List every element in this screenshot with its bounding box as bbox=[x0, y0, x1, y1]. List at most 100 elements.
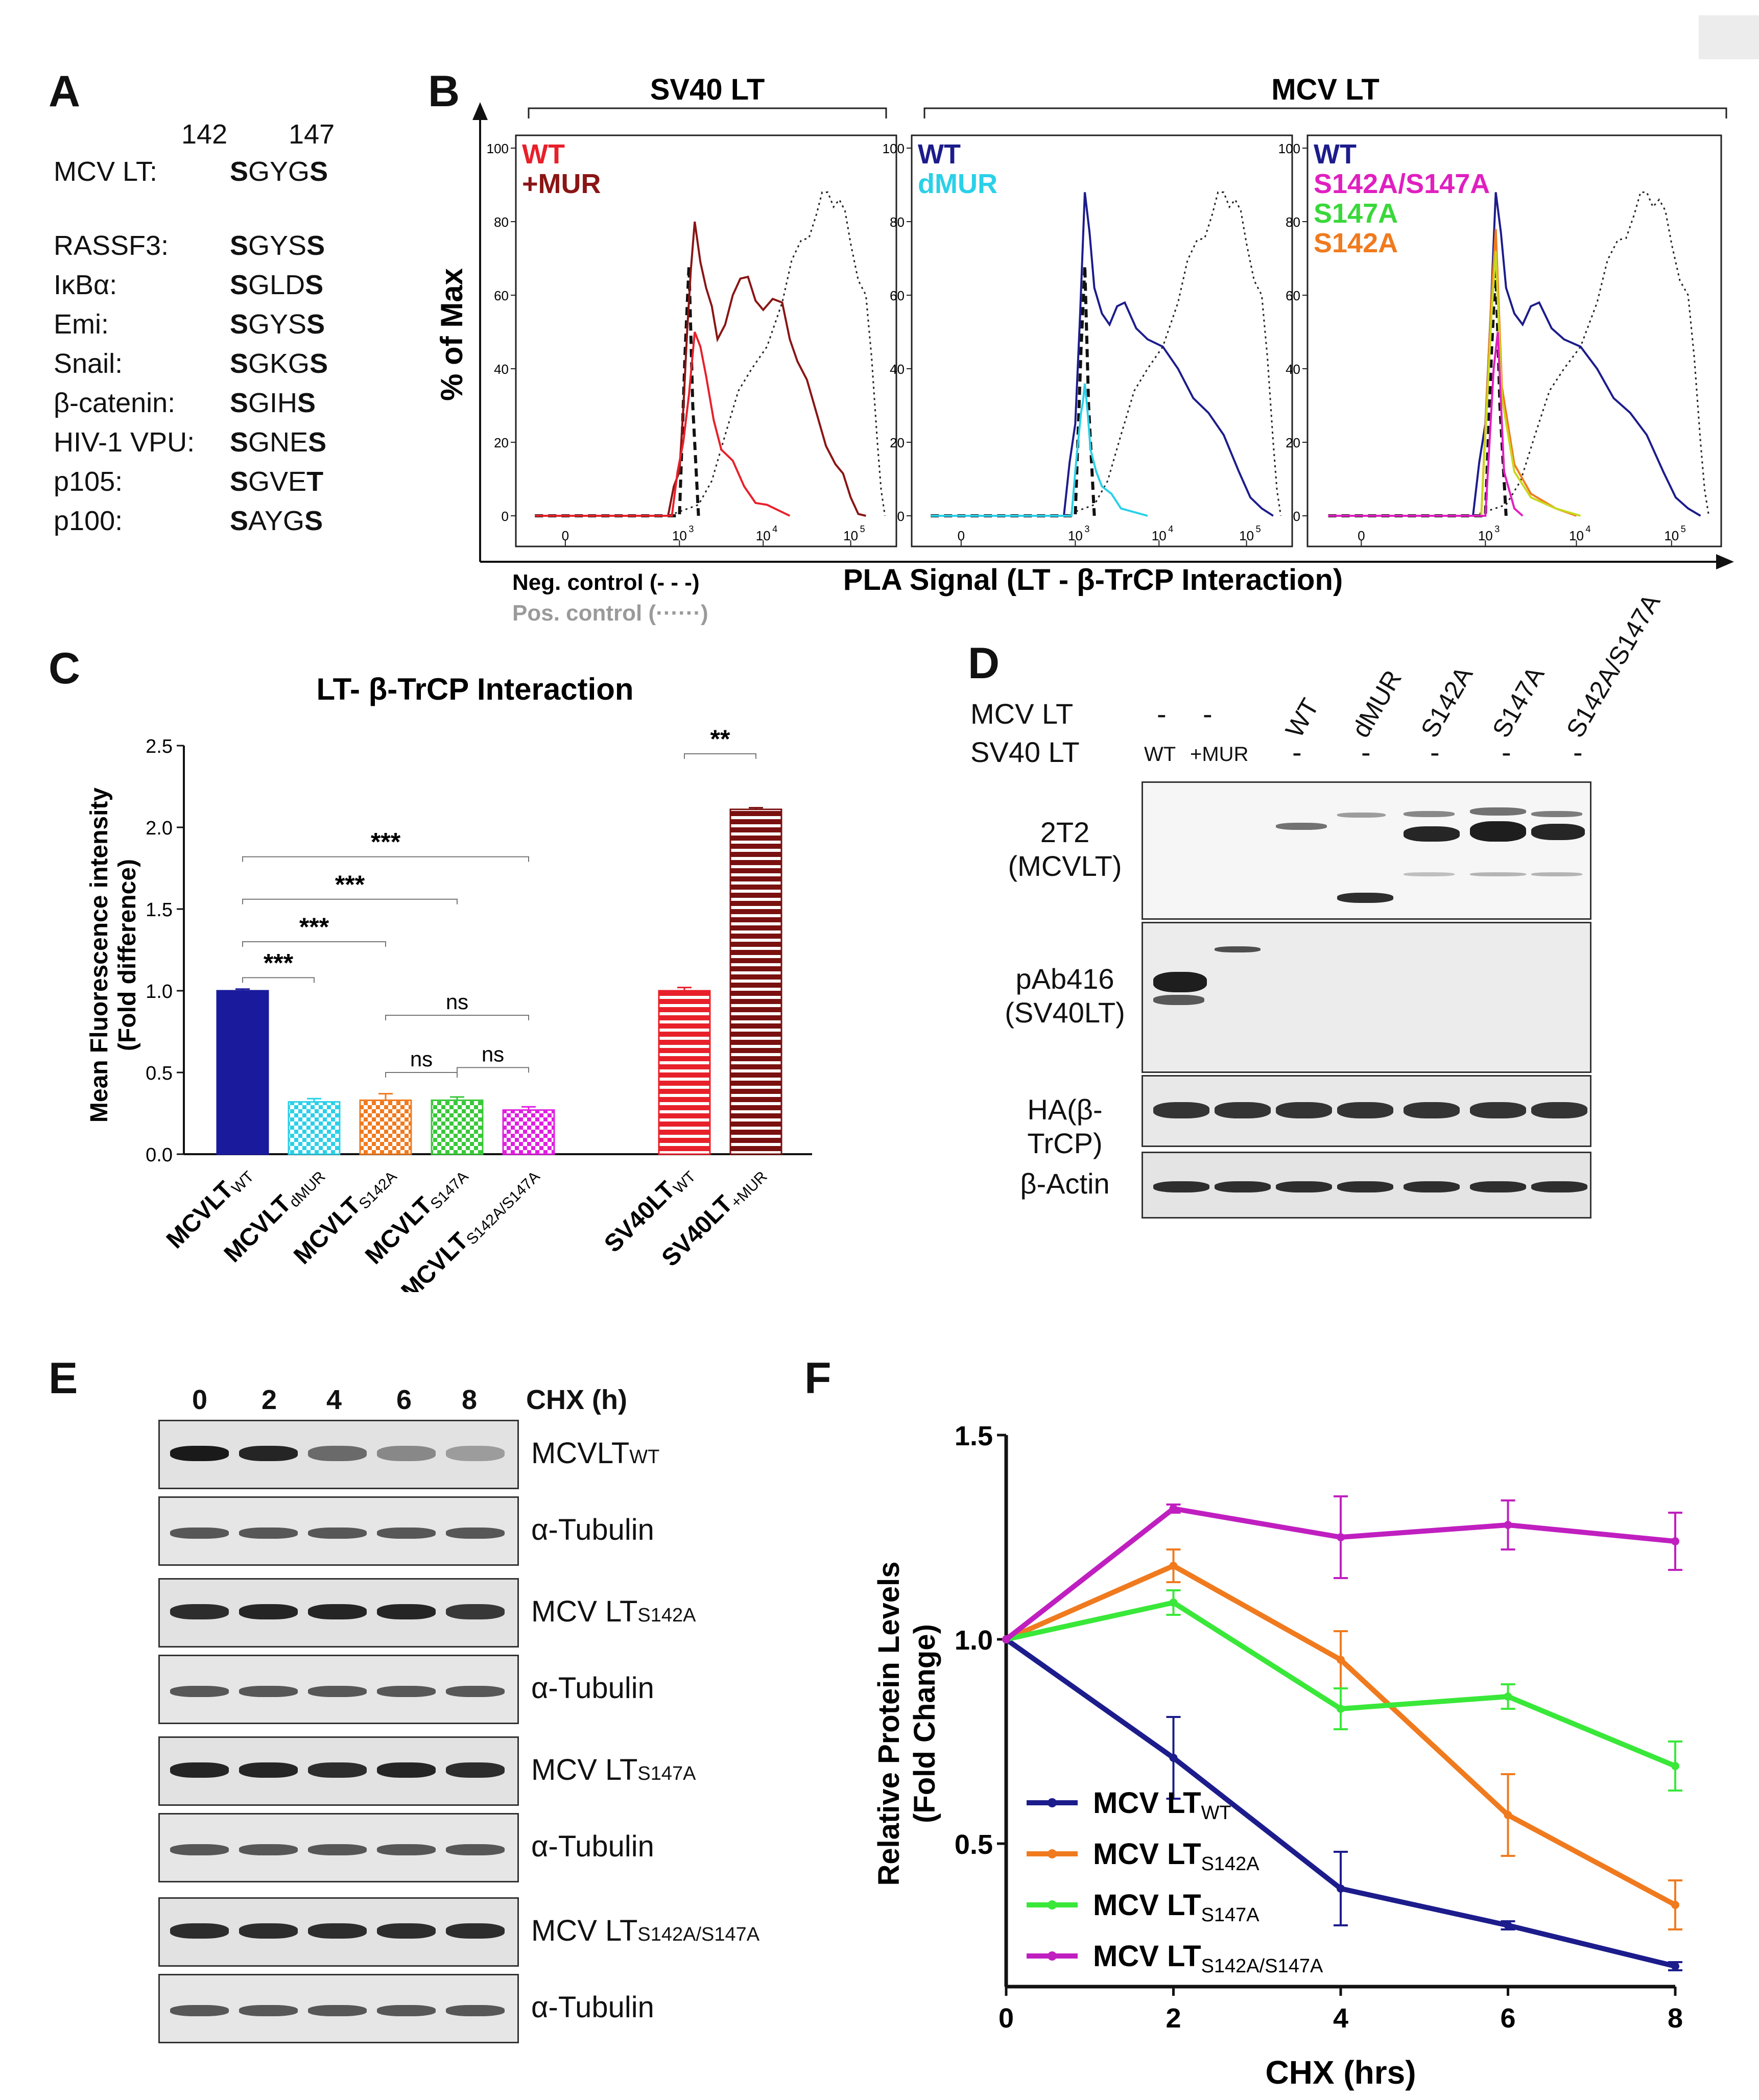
blot-band bbox=[1404, 811, 1455, 817]
blot-band bbox=[170, 1686, 229, 1697]
c-ylabel-1: Mean Fluorescence intensity bbox=[86, 787, 113, 1123]
blot-band bbox=[446, 1528, 505, 1539]
bar bbox=[431, 1099, 484, 1155]
x-tick-exponent: 3 bbox=[1494, 524, 1500, 534]
blot-band bbox=[1531, 824, 1585, 840]
bar-category-label: SV40LT+MUR bbox=[657, 1159, 771, 1273]
positive-control-curve bbox=[535, 191, 886, 517]
panel-b-letter: B bbox=[428, 67, 460, 116]
motif-row: Snail: SGKGS bbox=[54, 348, 328, 379]
blot-band bbox=[239, 1446, 298, 1461]
x-tick-label: 10 bbox=[756, 528, 771, 543]
series-point bbox=[1337, 1533, 1345, 1541]
motif-row: β-catenin: SGIHS bbox=[54, 387, 316, 419]
histogram-legend-label: S147A bbox=[1314, 198, 1398, 229]
blot-band bbox=[377, 1604, 436, 1619]
protein-subscript: S142A/S147A bbox=[637, 1924, 760, 1945]
x-tick-label: 10 bbox=[1569, 528, 1584, 543]
motif-middle: GYG bbox=[248, 156, 310, 187]
corner-placeholder bbox=[1699, 15, 1759, 59]
category-subscript: S142A bbox=[356, 1168, 400, 1212]
blot-membrane bbox=[158, 1974, 519, 2043]
blot-membrane bbox=[158, 1736, 519, 1806]
mcv-lane-label: S147A bbox=[1486, 661, 1550, 743]
motif-sequence: SGVET bbox=[230, 466, 323, 497]
significance-label: *** bbox=[335, 870, 365, 899]
blot-label: 2T2 (MCVLT) bbox=[991, 816, 1139, 883]
blot-membrane bbox=[158, 1578, 519, 1648]
motif-middle: GYS bbox=[248, 309, 307, 340]
sv40-lane-label: - bbox=[1292, 736, 1302, 768]
blot-protein-label: MCVLTWT bbox=[531, 1436, 659, 1470]
blot-band bbox=[1337, 893, 1393, 903]
y-tick-label: 60 bbox=[1286, 288, 1300, 303]
motif-protein-name: RASSF3: bbox=[54, 230, 169, 261]
blot-band bbox=[1470, 1181, 1526, 1192]
blot-label-line2: (MCVLT) bbox=[1008, 849, 1122, 882]
series-point bbox=[1504, 1521, 1512, 1529]
position-142: 142 bbox=[181, 119, 228, 150]
x-tick-exponent: 5 bbox=[1681, 524, 1686, 534]
motif-sequence: SGKGS bbox=[230, 348, 328, 379]
significance-label: *** bbox=[371, 828, 401, 856]
f-xlabel: CHX (hrs) bbox=[1265, 2054, 1416, 2091]
blot-protein-label: MCV LTS142A/S147A bbox=[531, 1914, 759, 1948]
series-point bbox=[1671, 1537, 1679, 1545]
significance-bracket bbox=[242, 856, 529, 862]
x-tick-label: 0 bbox=[958, 528, 965, 543]
panel-e-letter: E bbox=[49, 1354, 78, 1403]
histogram-frame bbox=[515, 134, 897, 547]
motif-middle: GVE bbox=[248, 466, 307, 497]
blot-band bbox=[377, 1923, 436, 1939]
significance-bracket bbox=[385, 1015, 529, 1020]
x-tick-label: 10 bbox=[843, 528, 858, 543]
blot-band bbox=[308, 2005, 367, 2016]
blot-band bbox=[239, 1762, 298, 1778]
blot-membrane bbox=[1142, 781, 1591, 920]
x-tick-label: 10 bbox=[1239, 528, 1254, 543]
double-mutant-curve bbox=[1328, 331, 1524, 517]
motif-middle: GIH bbox=[248, 388, 298, 418]
blot-band bbox=[1404, 1102, 1460, 1118]
significance-label: *** bbox=[299, 913, 329, 941]
f-x-tick-label: 0 bbox=[999, 2003, 1014, 2034]
y-tick-label: 100 bbox=[1278, 141, 1300, 156]
panel-a-letter: A bbox=[49, 67, 81, 116]
protein-subscript: S147A bbox=[637, 1763, 696, 1784]
motif-residue-2: S bbox=[304, 506, 323, 536]
c-ylabel-2: (Fold difference) bbox=[114, 859, 141, 1051]
y-tick-label: 100 bbox=[883, 141, 905, 156]
bar bbox=[288, 1101, 341, 1155]
blot-membrane bbox=[1142, 922, 1591, 1073]
series-point bbox=[1671, 1901, 1679, 1909]
sv40-lane-label: - bbox=[1430, 736, 1440, 768]
blot-band bbox=[446, 1686, 505, 1697]
blot-band bbox=[1337, 1102, 1393, 1118]
chx-h-label: CHX (h) bbox=[526, 1385, 627, 1415]
y-tick-label: 20 bbox=[1286, 435, 1300, 450]
blot-label: pAb416 (SV40LT) bbox=[991, 962, 1139, 1030]
motif-row: p100: SAYGS bbox=[54, 505, 323, 537]
histogram-legend-label: WT bbox=[522, 139, 565, 170]
blot-band bbox=[239, 1686, 298, 1697]
position-147: 147 bbox=[289, 119, 335, 150]
mur-curve bbox=[535, 221, 866, 517]
motif-residue-1: S bbox=[230, 466, 249, 497]
x-tick-label: 10 bbox=[1478, 528, 1493, 543]
bar bbox=[729, 808, 782, 1155]
series-point bbox=[1337, 1656, 1345, 1664]
blot-band bbox=[1404, 826, 1460, 842]
blot-band bbox=[239, 1604, 298, 1619]
motif-sequence: SGYSS bbox=[230, 230, 325, 261]
motif-sequence: SGYGS bbox=[230, 156, 328, 187]
s147a-curve bbox=[1328, 251, 1581, 517]
mcv-lane-label: S142A bbox=[1415, 661, 1479, 743]
legend-name: MCV LT bbox=[1093, 1786, 1201, 1820]
x-tick-label: 10 bbox=[1664, 528, 1679, 543]
legend-swatch-point bbox=[1048, 1900, 1057, 1910]
blot-membrane bbox=[1142, 1152, 1591, 1219]
blot-band bbox=[446, 1762, 505, 1778]
timepoint-label: 4 bbox=[326, 1385, 342, 1415]
blot-band bbox=[377, 1762, 436, 1778]
f-ylabel-1: Relative Protein Levels bbox=[872, 1561, 906, 1886]
